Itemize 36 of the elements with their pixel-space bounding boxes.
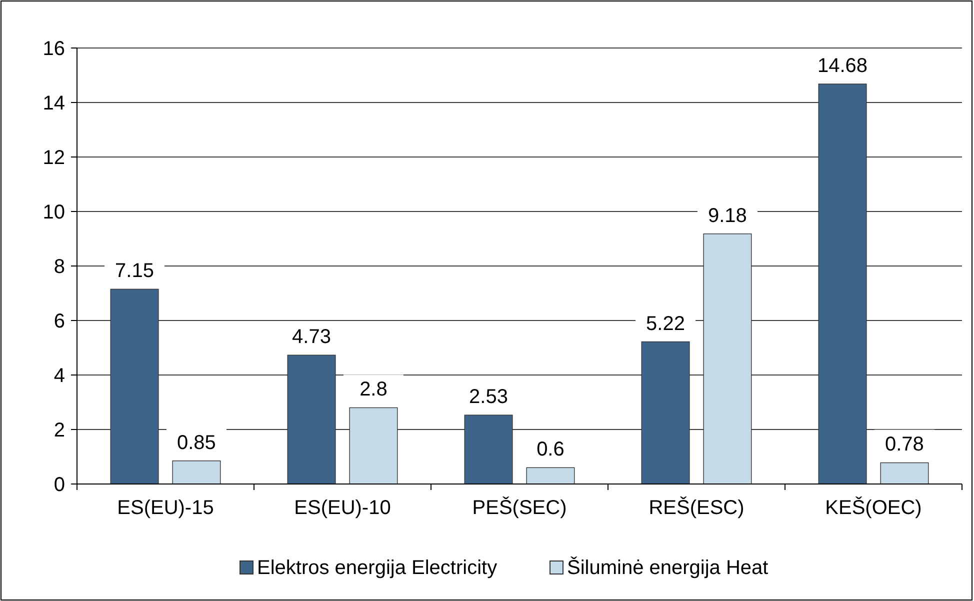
data-label: 2.53 [469,386,508,408]
data-label: 5.22 [646,312,685,335]
y-tick-label: 6 [54,310,65,332]
y-tick-label: 2 [54,420,65,442]
data-label: 0.6 [536,438,564,461]
legend-label: Šiluminė energija Heat [567,556,769,579]
bar [526,467,575,484]
bar [110,288,159,484]
data-label: 7.15 [115,260,154,282]
bar [880,462,929,484]
y-tick-label: 4 [54,365,65,387]
y-tick-label: 12 [42,147,65,169]
x-tick-label: KEŠ(OEC) [825,496,922,519]
data-label: 14.68 [817,54,868,77]
bar [641,341,690,484]
bar [818,84,867,484]
data-label: 0.85 [177,432,216,454]
data-label: 4.73 [292,326,331,348]
y-tick-label: 10 [42,202,65,224]
legend-label: Elektros energija Electricity [257,557,498,579]
x-tick-label: ES(EU)-15 [117,497,214,519]
bar [172,460,221,484]
x-tick-label: REŠ(ESC) [648,496,744,519]
y-tick-label: 16 [42,38,65,60]
y-tick-label: 0 [54,474,65,496]
x-tick-label: ES(EU)-10 [294,497,391,519]
data-label: 9.18 [708,204,747,227]
data-label: 2.8 [360,378,388,401]
y-tick-label: 14 [42,92,65,114]
y-tick-label: 8 [54,256,65,278]
bar [287,354,336,484]
bar [349,407,398,484]
bar [703,233,752,484]
x-tick-label: PEŠ(SEC) [472,496,567,519]
data-label: 0.78 [885,434,924,456]
bar [464,414,513,484]
